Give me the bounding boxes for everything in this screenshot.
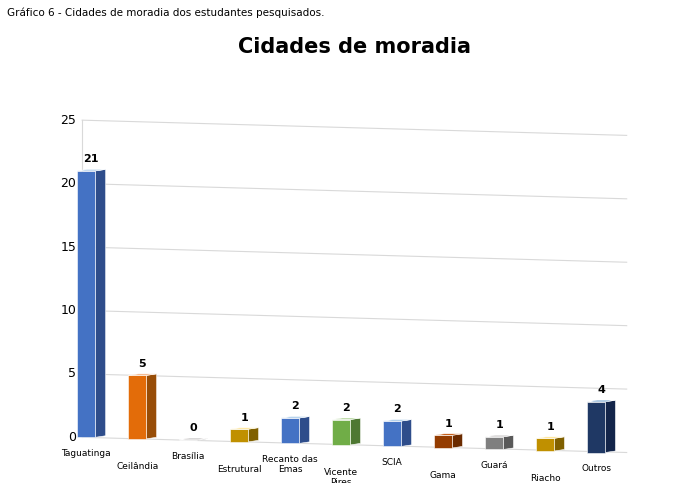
Polygon shape — [452, 434, 462, 448]
Text: 20: 20 — [60, 177, 76, 190]
Polygon shape — [350, 418, 361, 445]
Text: 1: 1 — [496, 420, 503, 430]
Polygon shape — [147, 374, 157, 439]
Text: SCIA: SCIA — [382, 458, 403, 467]
Polygon shape — [332, 418, 361, 420]
Polygon shape — [179, 438, 208, 440]
Text: Ceilândia: Ceilândia — [116, 462, 158, 470]
Text: Estrutural: Estrutural — [217, 465, 261, 474]
Text: Gráfico 6 - Cidades de moradia dos estudantes pesquisados.: Gráfico 6 - Cidades de moradia dos estud… — [7, 7, 325, 18]
Text: 2: 2 — [393, 404, 401, 414]
Polygon shape — [587, 400, 615, 402]
Polygon shape — [536, 438, 554, 451]
Text: Gama: Gama — [430, 471, 456, 480]
Polygon shape — [401, 420, 411, 446]
Text: Riacho
Fundo: Riacho Fundo — [530, 474, 560, 483]
Polygon shape — [77, 170, 106, 171]
Text: 2: 2 — [291, 401, 299, 412]
Polygon shape — [281, 418, 299, 443]
Polygon shape — [503, 435, 513, 450]
Polygon shape — [96, 170, 106, 437]
Polygon shape — [434, 434, 462, 435]
Text: 10: 10 — [60, 304, 76, 317]
Polygon shape — [332, 420, 350, 445]
Text: 1: 1 — [240, 412, 249, 423]
Polygon shape — [230, 429, 249, 442]
Text: Taguatinga: Taguatinga — [62, 449, 111, 458]
Polygon shape — [485, 435, 513, 437]
Text: Vicente
Pires: Vicente Pires — [324, 468, 359, 483]
Text: 15: 15 — [60, 241, 76, 254]
Text: 2: 2 — [342, 403, 350, 413]
Polygon shape — [77, 171, 96, 437]
Polygon shape — [383, 420, 411, 421]
Text: 0: 0 — [68, 431, 76, 444]
Polygon shape — [383, 421, 401, 446]
Text: 4: 4 — [598, 385, 605, 395]
Text: 0: 0 — [189, 423, 197, 433]
Polygon shape — [554, 437, 564, 451]
Text: Cidades de moradia: Cidades de moradia — [238, 37, 471, 57]
Polygon shape — [249, 427, 259, 442]
Text: Brasília: Brasília — [172, 452, 205, 461]
Text: 1: 1 — [444, 419, 452, 428]
Text: Recanto das
Emas: Recanto das Emas — [262, 455, 318, 474]
Text: 1: 1 — [547, 422, 554, 432]
Text: Guará: Guará — [480, 461, 508, 470]
Polygon shape — [485, 437, 503, 450]
Polygon shape — [605, 400, 615, 453]
Polygon shape — [128, 374, 157, 375]
Polygon shape — [587, 402, 605, 453]
Text: Outros: Outros — [581, 464, 611, 473]
Polygon shape — [128, 375, 147, 439]
Polygon shape — [536, 437, 564, 438]
Polygon shape — [299, 416, 310, 443]
Text: 5: 5 — [139, 359, 146, 369]
Text: 25: 25 — [60, 114, 76, 127]
Text: 21: 21 — [84, 154, 99, 164]
Polygon shape — [281, 416, 310, 418]
Polygon shape — [230, 427, 259, 429]
Polygon shape — [198, 438, 208, 440]
Polygon shape — [434, 435, 452, 448]
Text: 5: 5 — [68, 368, 76, 380]
